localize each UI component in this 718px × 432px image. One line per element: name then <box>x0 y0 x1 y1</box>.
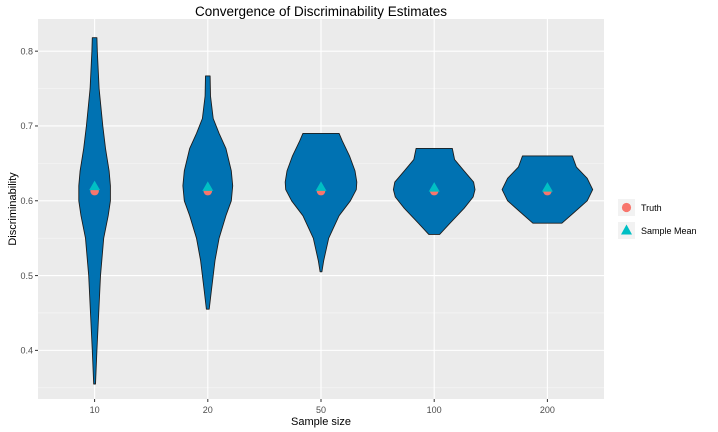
y-tick-label: 0.4 <box>20 346 33 356</box>
sample-mean-point <box>315 181 327 191</box>
y-tick-label: 0.7 <box>20 121 33 131</box>
x-tick-label: 200 <box>540 405 555 415</box>
legend-label-truth: Truth <box>641 203 662 213</box>
x-tick-label: 10 <box>90 405 100 415</box>
y-tick-label: 0.8 <box>20 46 33 56</box>
legend: Truth Sample Mean <box>618 199 697 239</box>
sample-mean-point <box>202 181 214 191</box>
x-axis: 10 20 50 100 200 <box>90 399 555 415</box>
x-tick-label: 20 <box>203 405 213 415</box>
y-tick-label: 0.5 <box>20 271 33 281</box>
y-tick-label: 0.6 <box>20 196 33 206</box>
violin-50 <box>284 132 358 273</box>
y-axis-label: Discriminability <box>7 172 19 246</box>
sample-mean-point <box>89 180 101 191</box>
x-tick-label: 50 <box>316 405 326 415</box>
violin-10 <box>78 37 111 385</box>
sample-mean-point <box>541 182 553 192</box>
markers <box>89 180 553 196</box>
x-axis-label: Sample size <box>291 416 351 428</box>
x-tick-label: 100 <box>427 405 442 415</box>
legend-truth-marker <box>621 202 632 213</box>
legend-sample-mean-marker <box>621 224 632 235</box>
y-axis: 0.4 0.5 0.6 0.7 0.8 <box>20 46 38 356</box>
sample-mean-point <box>428 182 440 192</box>
chart-title: Convergence of Discriminability Estimate… <box>195 4 447 19</box>
legend-label-sample-mean: Sample Mean <box>641 226 697 236</box>
